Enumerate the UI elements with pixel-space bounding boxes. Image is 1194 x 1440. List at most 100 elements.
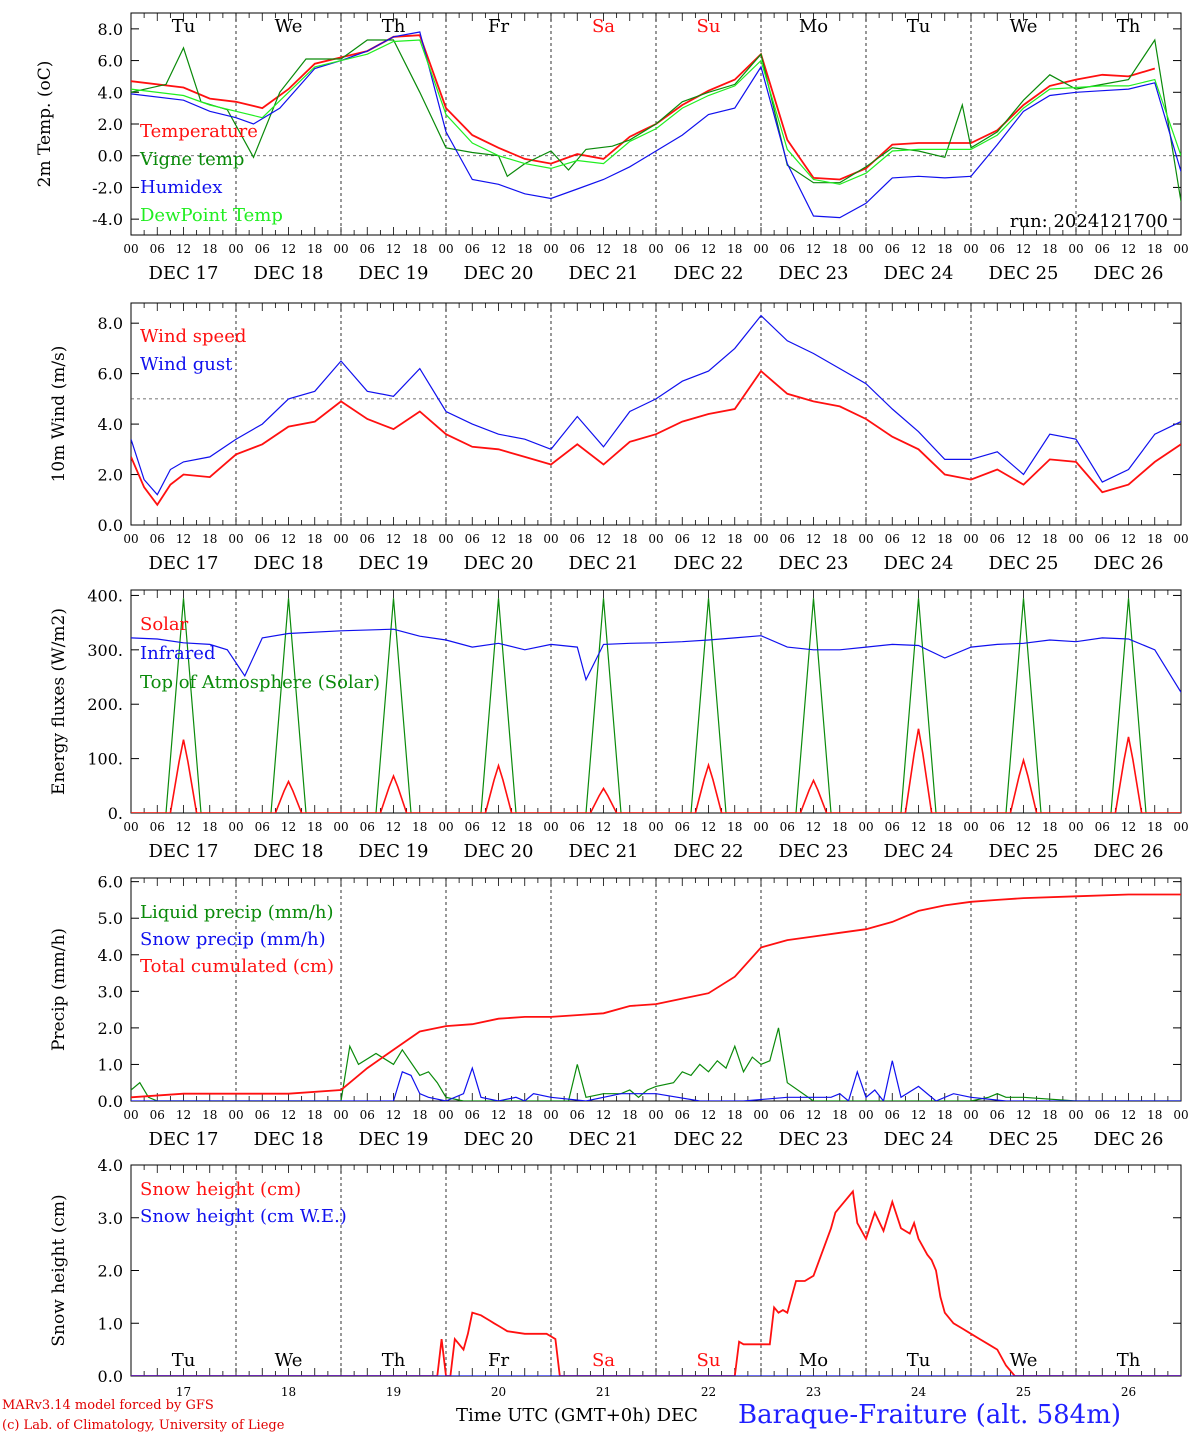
series-line-liquid-precip-mm-h- (131, 1027, 1181, 1101)
hour-label: 18 (307, 820, 322, 834)
day-label: Su (697, 16, 721, 37)
hour-label: 00 (963, 820, 978, 834)
date-label: DEC 25 (989, 1129, 1059, 1150)
hour-label: 06 (885, 820, 900, 834)
series-line-toa-solar (131, 598, 1181, 813)
hour-label: 00 (858, 1108, 873, 1122)
hour-label: 12 (911, 242, 926, 256)
series-line-temperature (131, 34, 1156, 181)
date-label: DEC 18 (254, 1129, 324, 1150)
y-tick-label: 200. (87, 695, 123, 714)
hour-label: 00 (753, 532, 768, 546)
y-tick-label: 6.0 (98, 365, 123, 384)
series-line-wind-speed (131, 369, 1181, 507)
hour-label: 12 (1121, 820, 1136, 834)
date-label: DEC 20 (464, 1129, 534, 1150)
time-axis-title: Time UTC (GMT+0h) DEC (456, 1405, 698, 1426)
hour-label: 00 (123, 532, 138, 546)
hour-label: 00 (1068, 532, 1083, 546)
y-axis-label: Precip (mm/h) (49, 928, 69, 1051)
hour-label: 18 (1147, 1108, 1162, 1122)
date-label: DEC 24 (884, 1129, 954, 1150)
hour-label: 00 (228, 820, 243, 834)
hour-label: 00 (543, 1108, 558, 1122)
hour-label: 06 (360, 242, 375, 256)
hour-label: 06 (885, 532, 900, 546)
date-label: DEC 22 (674, 553, 744, 574)
y-tick-label: 400. (87, 586, 123, 605)
hour-label: 06 (255, 532, 270, 546)
hour-label: 06 (780, 532, 795, 546)
y-tick-label: 4.0 (98, 1156, 123, 1175)
day-number-label: 20 (491, 1385, 506, 1399)
date-label: DEC 18 (254, 553, 324, 574)
hour-label: 12 (386, 820, 401, 834)
hour-label: 00 (858, 242, 873, 256)
hour-label: 00 (123, 1108, 138, 1122)
hour-label: 18 (1042, 532, 1057, 546)
hour-label: 00 (858, 532, 873, 546)
date-label: DEC 21 (569, 841, 639, 862)
hour-label: 06 (675, 1108, 690, 1122)
plot-frame (130, 589, 1182, 814)
day-label: Th (1117, 1350, 1141, 1371)
hour-label: 00 (333, 532, 348, 546)
hour-label: 18 (412, 242, 427, 256)
y-tick-label: 2.0 (98, 466, 123, 485)
y-tick-label: 3.0 (98, 982, 123, 1001)
date-label: DEC 19 (359, 841, 429, 862)
hour-label: 00 (1173, 532, 1188, 546)
date-label: DEC 17 (149, 841, 219, 862)
hour-label: 18 (307, 1108, 322, 1122)
legend-entry: Wind gust (140, 354, 233, 375)
hour-label: 06 (780, 242, 795, 256)
hour-label: 00 (1068, 242, 1083, 256)
model-credit-line2: (c) Lab. of Climatology, University of L… (2, 1418, 285, 1433)
hour-label: 00 (1173, 820, 1188, 834)
hour-label: 12 (806, 532, 821, 546)
date-label: DEC 23 (779, 841, 849, 862)
hour-label: 06 (780, 1108, 795, 1122)
date-label: DEC 23 (779, 1129, 849, 1150)
date-label: DEC 25 (989, 841, 1059, 862)
legend-entry: Temperature (140, 121, 258, 142)
legend-entry: Snow height (cm W.E.) (140, 1206, 347, 1227)
y-tick-label: 6.0 (98, 873, 123, 892)
day-label: Fr (488, 16, 509, 37)
day-label: Th (1117, 16, 1141, 37)
hour-label: 12 (1121, 532, 1136, 546)
hour-label: 00 (963, 242, 978, 256)
day-label: We (275, 1350, 303, 1371)
hour-label: 06 (255, 820, 270, 834)
hour-label: 06 (150, 1108, 165, 1122)
hour-label: 06 (150, 532, 165, 546)
hour-label: 06 (990, 242, 1005, 256)
legend-entry: Top of Atmosphere (Solar) (140, 672, 380, 693)
hour-label: 18 (1042, 242, 1057, 256)
hour-label: 06 (360, 1108, 375, 1122)
day-number-label: 18 (281, 1385, 296, 1399)
y-tick-label: 0. (108, 804, 123, 823)
series-line-dewpoint-temp (131, 39, 1181, 185)
day-label: Mo (799, 16, 828, 37)
day-label: Th (382, 1350, 406, 1371)
date-label: DEC 22 (674, 263, 744, 284)
date-label: DEC 21 (569, 553, 639, 574)
y-tick-label: 0.0 (98, 1092, 123, 1111)
hour-label: 12 (911, 820, 926, 834)
date-label: DEC 26 (1094, 841, 1164, 862)
date-label: DEC 23 (779, 263, 849, 284)
y-tick-label: -2.0 (92, 178, 123, 197)
series-line-total-cumulated-cm- (131, 893, 1181, 1099)
legend-entry: Humidex (140, 177, 222, 198)
hour-label: 06 (990, 820, 1005, 834)
hour-label: 12 (281, 532, 296, 546)
hour-label: 00 (858, 820, 873, 834)
hour-label: 18 (832, 820, 847, 834)
hour-label: 18 (622, 532, 637, 546)
y-tick-label: 300. (87, 641, 123, 660)
legend-entry: Snow height (cm) (140, 1179, 301, 1200)
panel-3: 400. 300. 200. 100. 0. Energy fluxes (W/m2) 00… (49, 586, 1189, 862)
hour-label: 18 (727, 1108, 742, 1122)
hour-label: 06 (885, 242, 900, 256)
